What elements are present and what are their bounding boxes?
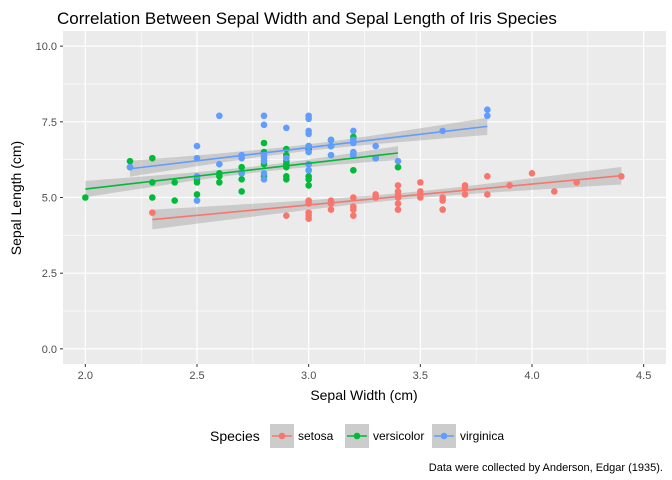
legend-key-point bbox=[353, 432, 361, 440]
data-point-versicolor bbox=[350, 166, 357, 174]
data-point-versicolor bbox=[238, 163, 245, 171]
data-point-setosa bbox=[394, 182, 402, 189]
data-point-versicolor bbox=[149, 154, 156, 162]
data-point-versicolor bbox=[238, 176, 245, 183]
data-point-versicolor bbox=[283, 173, 290, 180]
data-point-setosa bbox=[305, 197, 312, 204]
data-point-setosa bbox=[350, 194, 357, 201]
legend-items: setosa versicolor virginica bbox=[270, 424, 504, 448]
data-point-virginica bbox=[260, 121, 268, 129]
data-point-setosa bbox=[439, 206, 446, 213]
data-point-versicolor bbox=[305, 182, 312, 189]
data-point-virginica bbox=[305, 148, 312, 156]
y-tick-label: 2.5 bbox=[42, 268, 57, 280]
data-point-setosa bbox=[305, 209, 312, 216]
data-point-versicolor bbox=[149, 194, 156, 201]
data-point-setosa bbox=[394, 200, 402, 207]
data-point-setosa bbox=[350, 212, 357, 219]
x-tick-label: 4.0 bbox=[524, 370, 539, 382]
data-point-versicolor bbox=[126, 157, 134, 165]
legend-label-versicolor: versicolor bbox=[373, 429, 424, 443]
legend: Species setosa versicolor virginica bbox=[210, 424, 504, 448]
data-point-setosa bbox=[461, 191, 469, 198]
data-point-versicolor bbox=[171, 179, 178, 186]
data-point-setosa bbox=[417, 179, 424, 186]
data-point-versicolor bbox=[216, 179, 223, 186]
data-point-setosa bbox=[327, 206, 335, 213]
y-tick-label: 0.0 bbox=[42, 344, 57, 356]
data-point-virginica bbox=[126, 163, 134, 171]
data-point-setosa bbox=[394, 188, 402, 195]
legend-title: Species bbox=[210, 428, 260, 444]
data-point-setosa bbox=[149, 209, 156, 216]
data-point-virginica bbox=[372, 142, 379, 150]
legend-key-point bbox=[278, 432, 286, 440]
regression-line-versicolor bbox=[85, 152, 399, 190]
legend-item-versicolor: versicolor bbox=[345, 424, 424, 448]
y-tick-label: 5.0 bbox=[42, 193, 57, 205]
data-point-versicolor bbox=[394, 163, 402, 171]
chart-title: Correlation Between Sepal Width and Sepa… bbox=[57, 9, 557, 28]
data-point-setosa bbox=[484, 173, 491, 180]
y-tick-label: 10.0 bbox=[36, 41, 57, 53]
y-axis-ticks: 0.0 2.5 5.0 7.5 10.0 bbox=[36, 41, 63, 356]
data-point-versicolor bbox=[305, 173, 312, 180]
y-axis-title: Sepal Length (cm) bbox=[8, 141, 24, 255]
x-axis-title: Sepal Width (cm) bbox=[310, 387, 417, 403]
data-point-virginica bbox=[484, 106, 491, 114]
data-point-virginica bbox=[193, 197, 201, 204]
regression-lines bbox=[85, 125, 622, 221]
data-point-virginica bbox=[260, 112, 268, 120]
legend-label-virginica: virginica bbox=[460, 429, 504, 443]
data-point-versicolor bbox=[82, 194, 89, 201]
x-tick-label: 2.0 bbox=[78, 370, 93, 382]
data-point-virginica bbox=[327, 136, 335, 144]
data-point-setosa bbox=[439, 194, 446, 201]
x-tick-label: 3.5 bbox=[413, 370, 428, 382]
data-point-virginica bbox=[350, 148, 357, 156]
data-point-virginica bbox=[327, 142, 335, 150]
legend-item-setosa: setosa bbox=[270, 424, 334, 448]
data-point-setosa bbox=[528, 169, 536, 177]
legend-key-point bbox=[440, 432, 448, 440]
x-tick-label: 2.5 bbox=[189, 370, 204, 382]
legend-label-setosa: setosa bbox=[298, 429, 334, 443]
x-tick-label: 3.0 bbox=[301, 370, 316, 382]
data-point-virginica bbox=[283, 124, 290, 132]
data-point-virginica bbox=[260, 176, 268, 183]
data-point-setosa bbox=[551, 188, 558, 195]
data-point-versicolor bbox=[238, 188, 245, 195]
data-point-virginica bbox=[283, 154, 290, 162]
x-tick-label: 4.5 bbox=[636, 370, 651, 382]
data-point-setosa bbox=[417, 188, 424, 195]
data-point-virginica bbox=[216, 160, 223, 168]
regression-line-setosa bbox=[152, 174, 622, 221]
data-point-versicolor bbox=[193, 191, 201, 198]
data-point-virginica bbox=[305, 166, 312, 174]
data-point-virginica bbox=[305, 127, 312, 135]
data-point-versicolor bbox=[171, 197, 178, 204]
data-point-virginica bbox=[350, 127, 357, 135]
legend-item-virginica: virginica bbox=[432, 424, 504, 448]
regression-line-virginica bbox=[129, 125, 488, 170]
chart-caption: Data were collected by Anderson, Edgar (… bbox=[429, 462, 663, 474]
data-point-virginica bbox=[216, 112, 223, 120]
data-point-setosa bbox=[484, 191, 491, 198]
data-point-virginica bbox=[305, 112, 312, 120]
data-point-virginica bbox=[394, 157, 402, 165]
data-point-setosa bbox=[461, 182, 469, 189]
data-point-versicolor bbox=[283, 145, 290, 153]
data-point-setosa bbox=[350, 203, 357, 210]
y-tick-label: 7.5 bbox=[42, 117, 57, 129]
data-point-virginica bbox=[327, 151, 335, 159]
data-point-setosa bbox=[283, 212, 290, 219]
data-point-setosa bbox=[372, 191, 379, 198]
data-point-virginica bbox=[260, 169, 268, 177]
data-point-virginica bbox=[484, 112, 491, 120]
data-point-versicolor bbox=[260, 139, 268, 147]
data-point-virginica bbox=[193, 142, 201, 150]
x-axis-ticks: 2.0 2.5 3.0 3.5 4.0 4.5 bbox=[78, 364, 651, 382]
data-point-setosa bbox=[394, 206, 402, 213]
